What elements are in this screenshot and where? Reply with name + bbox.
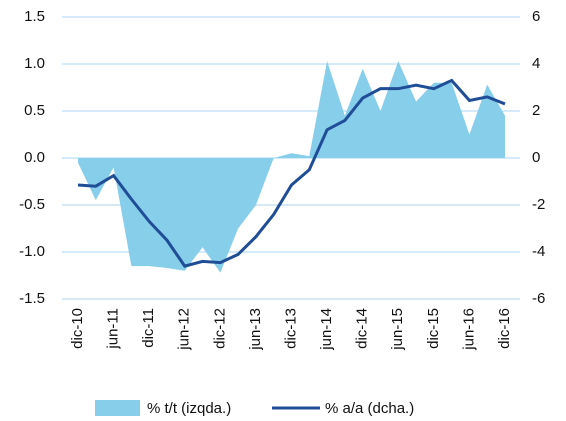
y2-tick-label: 4	[532, 55, 540, 72]
x-tick-label: jun-12	[176, 308, 193, 351]
x-tick-label: dic-16	[496, 308, 513, 349]
x-tick-label: jun-11	[105, 308, 122, 350]
legend-label: % a/a (dcha.)	[325, 400, 414, 417]
x-tick-label: dic-11	[140, 308, 157, 348]
x-tick-label: dic-14	[354, 308, 371, 349]
x-tick-label: dic-10	[69, 308, 86, 349]
area	[78, 61, 505, 273]
x-tick-label: jun-15	[389, 308, 406, 351]
x-tick-label: jun-13	[247, 308, 264, 351]
legend-swatch	[95, 400, 140, 416]
x-tick-label: dic-15	[425, 308, 442, 349]
line	[77, 78, 506, 268]
x-tick-label: dic-12	[211, 308, 228, 349]
y-tick-label: 1.0	[24, 55, 45, 72]
y2-tick-label: -2	[532, 196, 545, 213]
x-tick-label: jun-16	[460, 308, 477, 351]
y-tick-label: -1.5	[19, 290, 45, 307]
y-tick-label: 0.0	[24, 149, 45, 166]
legend-label: % t/t (izqda.)	[147, 400, 231, 417]
y-tick-label: 1.5	[24, 8, 45, 25]
x-tick-label: jun-14	[318, 308, 335, 351]
y2-tick-label: 0	[532, 149, 540, 166]
y2-tick-label: 6	[532, 8, 540, 25]
y2-tick-label: 2	[532, 102, 540, 119]
y2-tick-label: -4	[532, 243, 545, 260]
y-tick-label: 0.5	[24, 102, 45, 119]
y-tick-label: -0.5	[19, 196, 45, 213]
x-tick-label: dic-13	[282, 308, 299, 349]
y-tick-label: -1.0	[19, 243, 45, 260]
y2-tick-label: -6	[532, 290, 545, 307]
